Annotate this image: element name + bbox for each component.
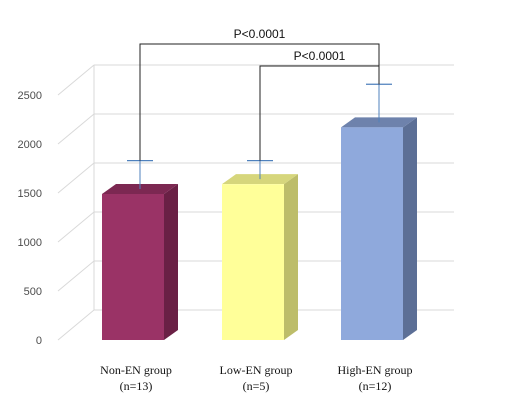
y-tick-label: 2500 [18, 90, 42, 102]
bracket-line [139, 43, 380, 161]
y-tick-label: 1000 [18, 237, 42, 249]
bracket-line [259, 65, 380, 161]
bar-side [403, 117, 417, 340]
significance-bracket: P<0.0001 [139, 27, 380, 161]
bar-front [341, 127, 403, 340]
gridline-diagonal [57, 211, 95, 243]
p-value-label: P<0.0001 [294, 49, 346, 63]
bars [102, 117, 417, 340]
bar [222, 174, 298, 340]
error-bar [366, 83, 392, 123]
y-tick-label: 1500 [18, 188, 42, 200]
x-axis-labels: Non-EN group (n=13) Low-EN group (n=5) High-… [100, 363, 412, 393]
category-label: High-EN group [338, 363, 413, 377]
gridline-diagonal [57, 309, 95, 341]
category-label: Non-EN group [100, 363, 172, 377]
category-label: Low-EN group [220, 363, 293, 377]
category-count-label: (n=12) [359, 379, 392, 393]
gridline-diagonal [57, 113, 95, 145]
gridline-diagonal [57, 162, 95, 194]
category-count-label: (n=13) [120, 379, 153, 393]
bar-front [222, 184, 284, 340]
bar [102, 183, 178, 340]
y-tick-label: 0 [36, 335, 42, 347]
bar [341, 117, 417, 340]
bar-front [102, 193, 164, 340]
gridline-diagonal [57, 64, 95, 96]
gridline-diagonal [57, 260, 95, 292]
significance-annotations: P<0.0001 P<0.0001 [139, 27, 380, 161]
p-value-label: P<0.0001 [234, 27, 286, 41]
significance-bracket: P<0.0001 [259, 49, 380, 161]
y-tick-label: 2000 [18, 139, 42, 151]
category-count-label: (n=5) [243, 379, 270, 393]
bar-side [164, 183, 178, 340]
y-axis-ticks: 0 500 1000 1500 2000 2500 [18, 90, 42, 347]
y-tick-label: 500 [24, 286, 42, 298]
bar-side [284, 174, 298, 340]
